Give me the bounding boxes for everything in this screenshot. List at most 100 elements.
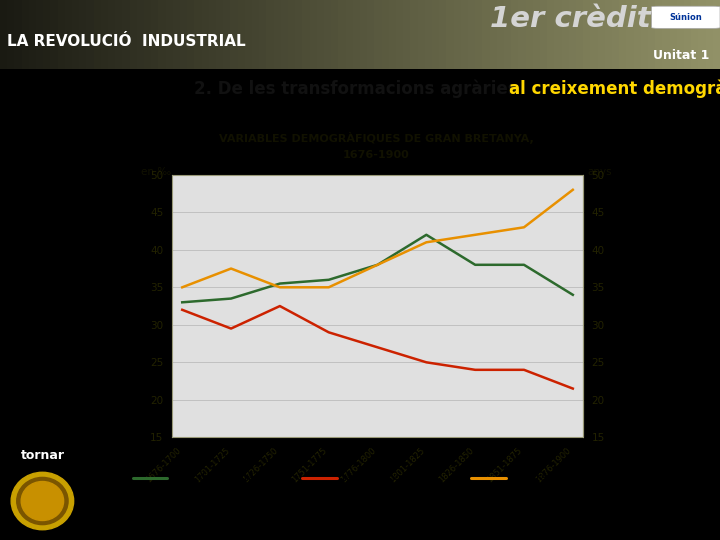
Bar [274,0,281,69]
Bar [310,0,317,69]
Bar [576,0,583,69]
Bar [94,0,101,69]
Text: en ‰: en ‰ [140,167,171,177]
Bar [238,0,245,69]
Bar [533,0,540,69]
Bar [403,0,410,69]
Bar [29,0,36,69]
Bar [396,0,403,69]
Bar [72,0,79,69]
Bar [547,0,554,69]
Bar [338,0,346,69]
Bar [677,0,684,69]
Bar [461,0,468,69]
Text: VARIABLES DEMOGRÀFIQUES DE GRAN BRETANYA,: VARIABLES DEMOGRÀFIQUES DE GRAN BRETANYA… [219,132,534,144]
Bar [130,0,137,69]
Bar [698,0,706,69]
Text: LA REVOLUCIÓ  INDUSTRIAL: LA REVOLUCIÓ INDUSTRIAL [7,34,246,49]
Bar [410,0,418,69]
Circle shape [17,477,68,525]
Text: 1er crèdit: 1er crèdit [490,5,650,33]
Bar [432,0,439,69]
Bar [641,0,648,69]
Bar [454,0,461,69]
Bar [518,0,526,69]
Bar [626,0,634,69]
Bar [360,0,367,69]
Bar [490,0,497,69]
Bar [259,0,266,69]
Bar [619,0,626,69]
Bar [562,0,569,69]
Bar [374,0,382,69]
Bar [317,0,324,69]
Bar [346,0,353,69]
Bar [331,0,338,69]
Bar [223,0,230,69]
Bar [230,0,238,69]
Bar [504,0,511,69]
Text: esperança de vida: esperança de vida [511,473,607,483]
Bar [324,0,331,69]
Bar [216,0,223,69]
Bar [252,0,259,69]
Bar [590,0,598,69]
Bar [605,0,612,69]
Bar [36,0,43,69]
Text: tornar: tornar [20,449,64,462]
Bar [295,0,302,69]
Bar [713,0,720,69]
Text: 1676-1900: 1676-1900 [343,150,410,160]
Text: anys: anys [587,167,612,177]
Bar [526,0,533,69]
Bar [569,0,576,69]
Bar [65,0,72,69]
Bar [7,0,14,69]
Bar [634,0,641,69]
Bar [173,0,180,69]
Bar [158,0,166,69]
Bar [0,0,7,69]
Bar [706,0,713,69]
Bar [144,0,151,69]
Bar [425,0,432,69]
Bar [202,0,209,69]
Bar [497,0,504,69]
Bar [137,0,144,69]
Bar [288,0,295,69]
Bar [86,0,94,69]
Bar [583,0,590,69]
Bar [50,0,58,69]
Bar [482,0,490,69]
Bar [151,0,158,69]
Bar [22,0,29,69]
Bar [166,0,173,69]
Bar [187,0,194,69]
Bar [418,0,425,69]
Bar [511,0,518,69]
Bar [245,0,252,69]
Bar [670,0,677,69]
Bar [79,0,86,69]
Bar [281,0,288,69]
Bar [612,0,619,69]
Bar [439,0,446,69]
Bar [101,0,108,69]
Bar [475,0,482,69]
Text: Súnion: Súnion [670,13,703,22]
Bar [662,0,670,69]
Bar [367,0,374,69]
Bar [209,0,216,69]
Bar [43,0,50,69]
Bar [648,0,655,69]
Bar [180,0,187,69]
Bar [302,0,310,69]
Text: 2. De les transformacions agràries: 2. De les transformacions agràries [194,79,523,98]
Bar [108,0,115,69]
Bar [554,0,562,69]
Bar [598,0,605,69]
Circle shape [11,472,73,530]
Bar [14,0,22,69]
Bar [353,0,360,69]
Text: taxa de mortalitat: taxa de mortalitat [342,473,436,483]
